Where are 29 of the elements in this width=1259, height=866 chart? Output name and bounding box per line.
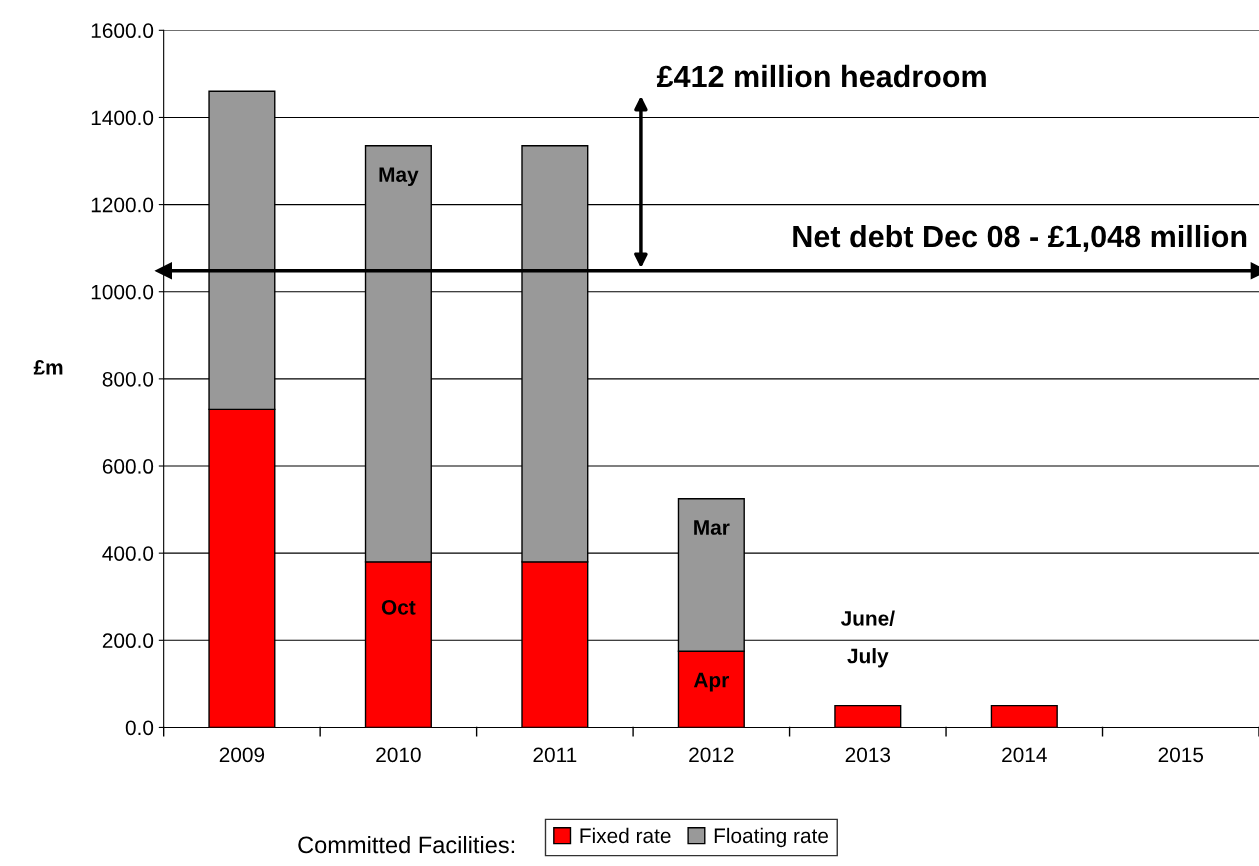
legend-title: Committed Facilities: [298, 835, 515, 854]
y-axis-title: £m [33, 360, 63, 375]
annotation: May [379, 167, 419, 187]
x-tick-label: 2011 [533, 747, 577, 763]
y-tick-label: 600.0 [102, 459, 154, 474]
y-tick-label: 1600.0 [91, 23, 154, 39]
bar [834, 704, 902, 728]
annotation: Mar [694, 520, 730, 535]
legend-label: Floating rate [714, 827, 828, 848]
y-tick-label: 1400.0 [91, 110, 154, 126]
x-tick-label: 2015 [1158, 747, 1204, 763]
annotation: Oct [381, 599, 416, 615]
x-tick-label: 2013 [845, 747, 891, 763]
y-tick-label: 800.0 [102, 371, 154, 387]
annotation: June/ July [840, 610, 895, 668]
ref-line-label: Net debt Dec 08 - £1,048 million [793, 224, 1247, 252]
annotation: Apr [693, 672, 729, 692]
legend-label: Fixed rate [580, 827, 671, 844]
y-tick-label: 1200.0 [91, 197, 154, 213]
y-tick-label: 1000.0 [91, 284, 154, 300]
x-tick-label: 2014 [1002, 747, 1047, 763]
x-tick-label: 2010 [376, 747, 421, 763]
bar [990, 704, 1058, 728]
x-tick-label: 2012 [689, 747, 734, 763]
y-tick-label: 400.0 [102, 546, 154, 561]
x-tick-label: 2009 [219, 747, 265, 763]
y-tick-label: 0.0 [125, 720, 154, 736]
y-tick-label: 200.0 [102, 633, 154, 649]
annotation: £412 million headroom [656, 64, 986, 88]
